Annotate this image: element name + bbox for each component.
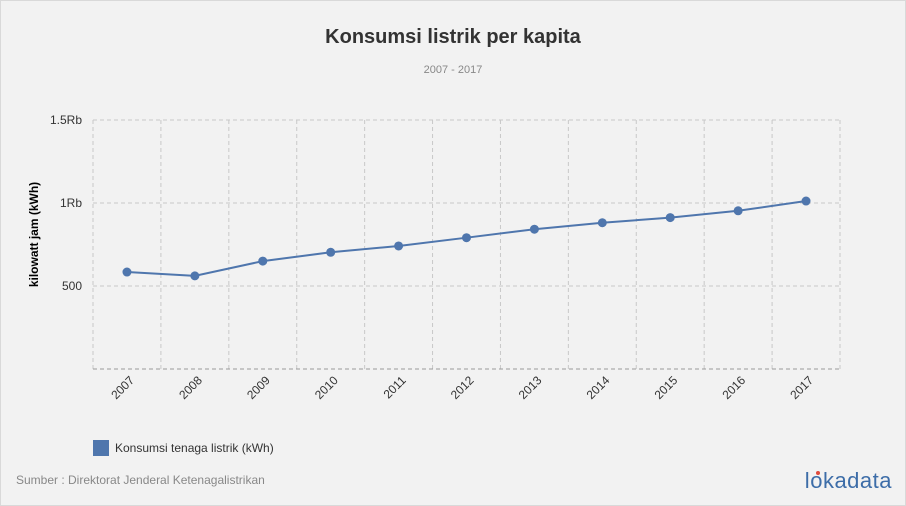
x-tick-label: 2008 — [176, 373, 205, 402]
x-tick-label: 2014 — [584, 373, 613, 402]
x-tick-label: 2012 — [448, 373, 477, 402]
data-point — [733, 206, 743, 216]
data-point — [529, 224, 539, 234]
lokadata-logo[interactable]: lokadata — [804, 468, 892, 493]
y-tick-label: 1.5Rb — [50, 113, 82, 127]
x-tick-label: 2010 — [312, 373, 341, 402]
data-point — [258, 256, 268, 266]
x-tick-label: 2009 — [244, 373, 273, 402]
data-point — [394, 241, 404, 251]
x-tick-label: 2007 — [108, 373, 137, 402]
y-tick-label: 1Rb — [60, 196, 82, 210]
chart-subtitle: 2007 - 2017 — [423, 64, 483, 76]
data-point — [326, 247, 336, 257]
legend-swatch — [93, 440, 109, 456]
data-point — [801, 196, 811, 206]
source-text: Sumber : Direktorat Jenderal Ketenagalis… — [16, 473, 265, 487]
y-tick-label: 500 — [62, 279, 82, 293]
data-point — [665, 213, 675, 223]
data-point — [462, 233, 471, 243]
legend-label: Konsumsi tenaga listrik (kWh) — [115, 441, 274, 455]
x-tick-label: 2015 — [652, 373, 681, 402]
x-tick-label: 2011 — [381, 373, 409, 401]
y-axis-label: kilowatt jam (kWh) — [27, 182, 41, 287]
legend[interactable]: Konsumsi tenaga listrik (kWh) — [93, 440, 274, 456]
data-point — [190, 271, 200, 281]
chart-title: Konsumsi listrik per kapita — [325, 26, 581, 48]
x-tick-label: 2016 — [719, 373, 748, 402]
data-point — [597, 218, 607, 228]
x-tick-label: 2017 — [787, 373, 816, 402]
data-point — [122, 267, 132, 277]
x-tick-label: 2013 — [516, 373, 545, 402]
